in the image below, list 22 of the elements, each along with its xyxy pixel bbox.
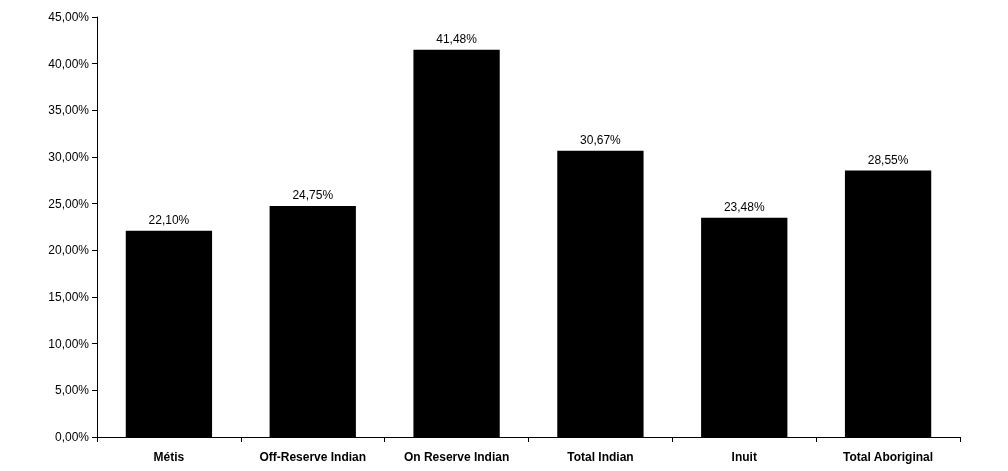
data-label: 41,48% [436,31,478,46]
y-tick-label: 35,00% [48,103,90,118]
x-tick-label: On Reserve Indian [403,450,510,464]
x-tick-label: Inuit [731,450,757,464]
y-tick-label: 10,00% [48,336,90,351]
y-tick-label: 40,00% [48,56,90,71]
x-tick-label: Métis [153,450,185,464]
data-label: 23,48% [723,199,765,214]
data-label: 24,75% [292,188,334,202]
x-tick-label: Total Aboriginal [843,450,934,464]
data-label: 28,55% [867,152,909,167]
data-label: 30,67% [580,132,622,147]
y-tick-label: 15,00% [48,290,90,304]
x-tick-label: Off-Reserve Indian [259,450,367,464]
y-tick-label: 5,00% [54,383,90,398]
y-tick-label: 45,00% [48,10,90,24]
data-label: 22,10% [148,212,190,227]
y-tick-label: 25,00% [48,196,90,211]
y-tick-label: 0,00% [54,430,90,444]
x-tick-label: Total Indian [567,450,634,464]
y-tick-label: 30,00% [48,150,90,164]
y-tick-label: 20,00% [48,243,90,258]
